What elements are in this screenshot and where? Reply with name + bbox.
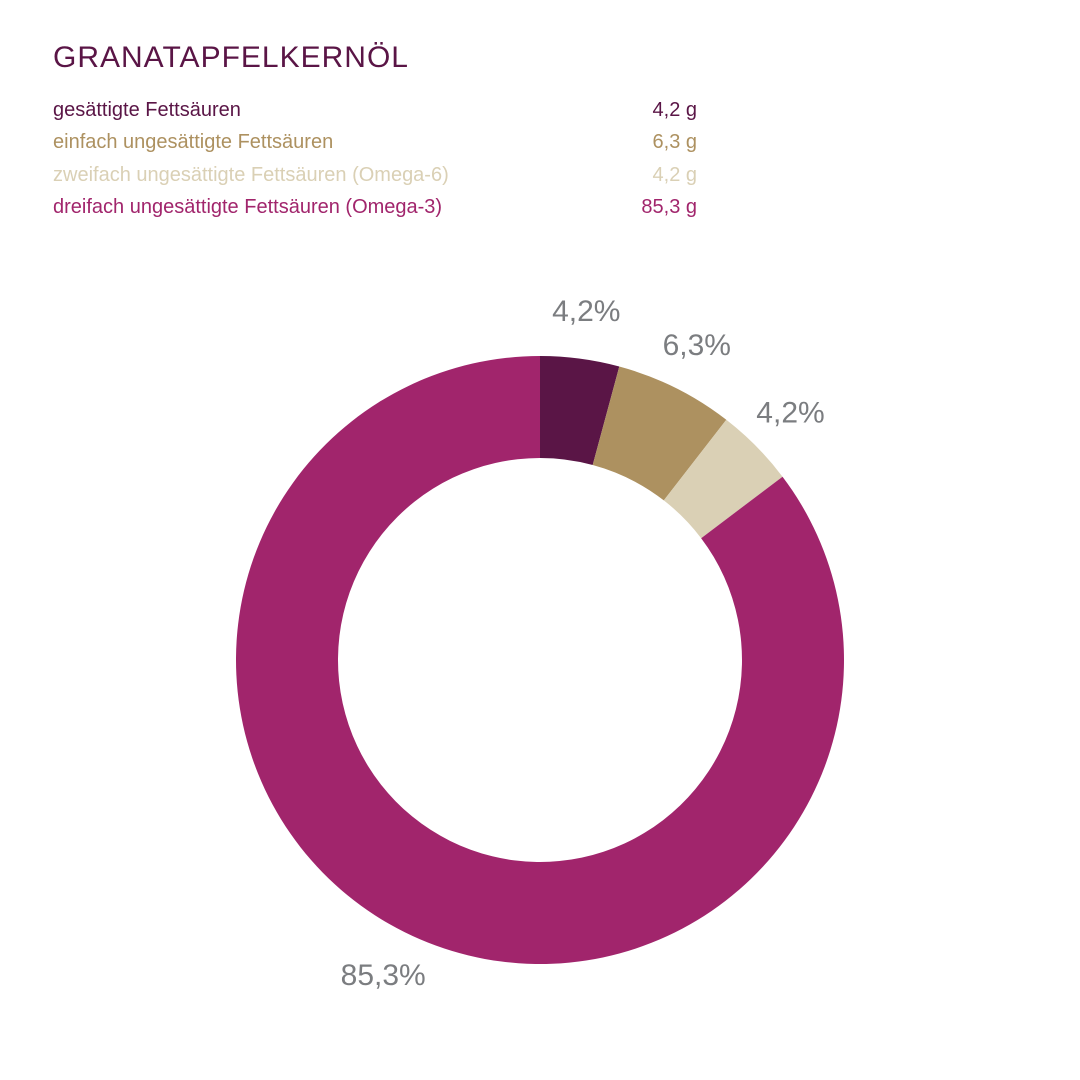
page-title: GRANATAPFELKERNÖL [53, 41, 409, 74]
legend-value-saturated: 4,2 g [652, 98, 697, 121]
fatty-acid-legend: gesättigte Fettsäuren 4,2 g einfach unge… [53, 94, 697, 224]
donut-slice-1 [540, 355, 620, 465]
donut-slice-2 [592, 366, 727, 501]
legend-label-omega6: zweifach ungesättigte Fettsäuren (Omega-… [53, 163, 449, 186]
legend-row-saturated: gesättigte Fettsäuren 4,2 g [53, 94, 697, 127]
slice-percent-label-3: 4,2% [756, 397, 824, 430]
legend-label-saturated: gesättigte Fettsäuren [53, 98, 241, 121]
slice-percent-label-1: 4,2% [552, 295, 620, 328]
slice-percent-label-4: 85,3% [341, 959, 426, 992]
donut-slice-4 [236, 356, 844, 964]
legend-value-omega3: 85,3 g [641, 196, 697, 219]
legend-value-monounsaturated: 6,3 g [652, 131, 697, 154]
legend-row-monounsaturated: einfach ungesättigte Fettsäuren 6,3 g [53, 127, 697, 160]
legend-label-omega3: dreifach ungesättigte Fettsäuren (Omega-… [53, 196, 443, 219]
donut-slice-3 [663, 419, 783, 539]
legend-row-omega3: dreifach ungesättigte Fettsäuren (Omega-… [53, 192, 697, 225]
slice-percent-label-2: 6,3% [663, 329, 731, 362]
legend-label-monounsaturated: einfach ungesättigte Fettsäuren [53, 131, 334, 154]
legend-row-omega6: zweifach ungesättigte Fettsäuren (Omega-… [53, 159, 697, 192]
legend-value-omega6: 4,2 g [652, 163, 697, 186]
